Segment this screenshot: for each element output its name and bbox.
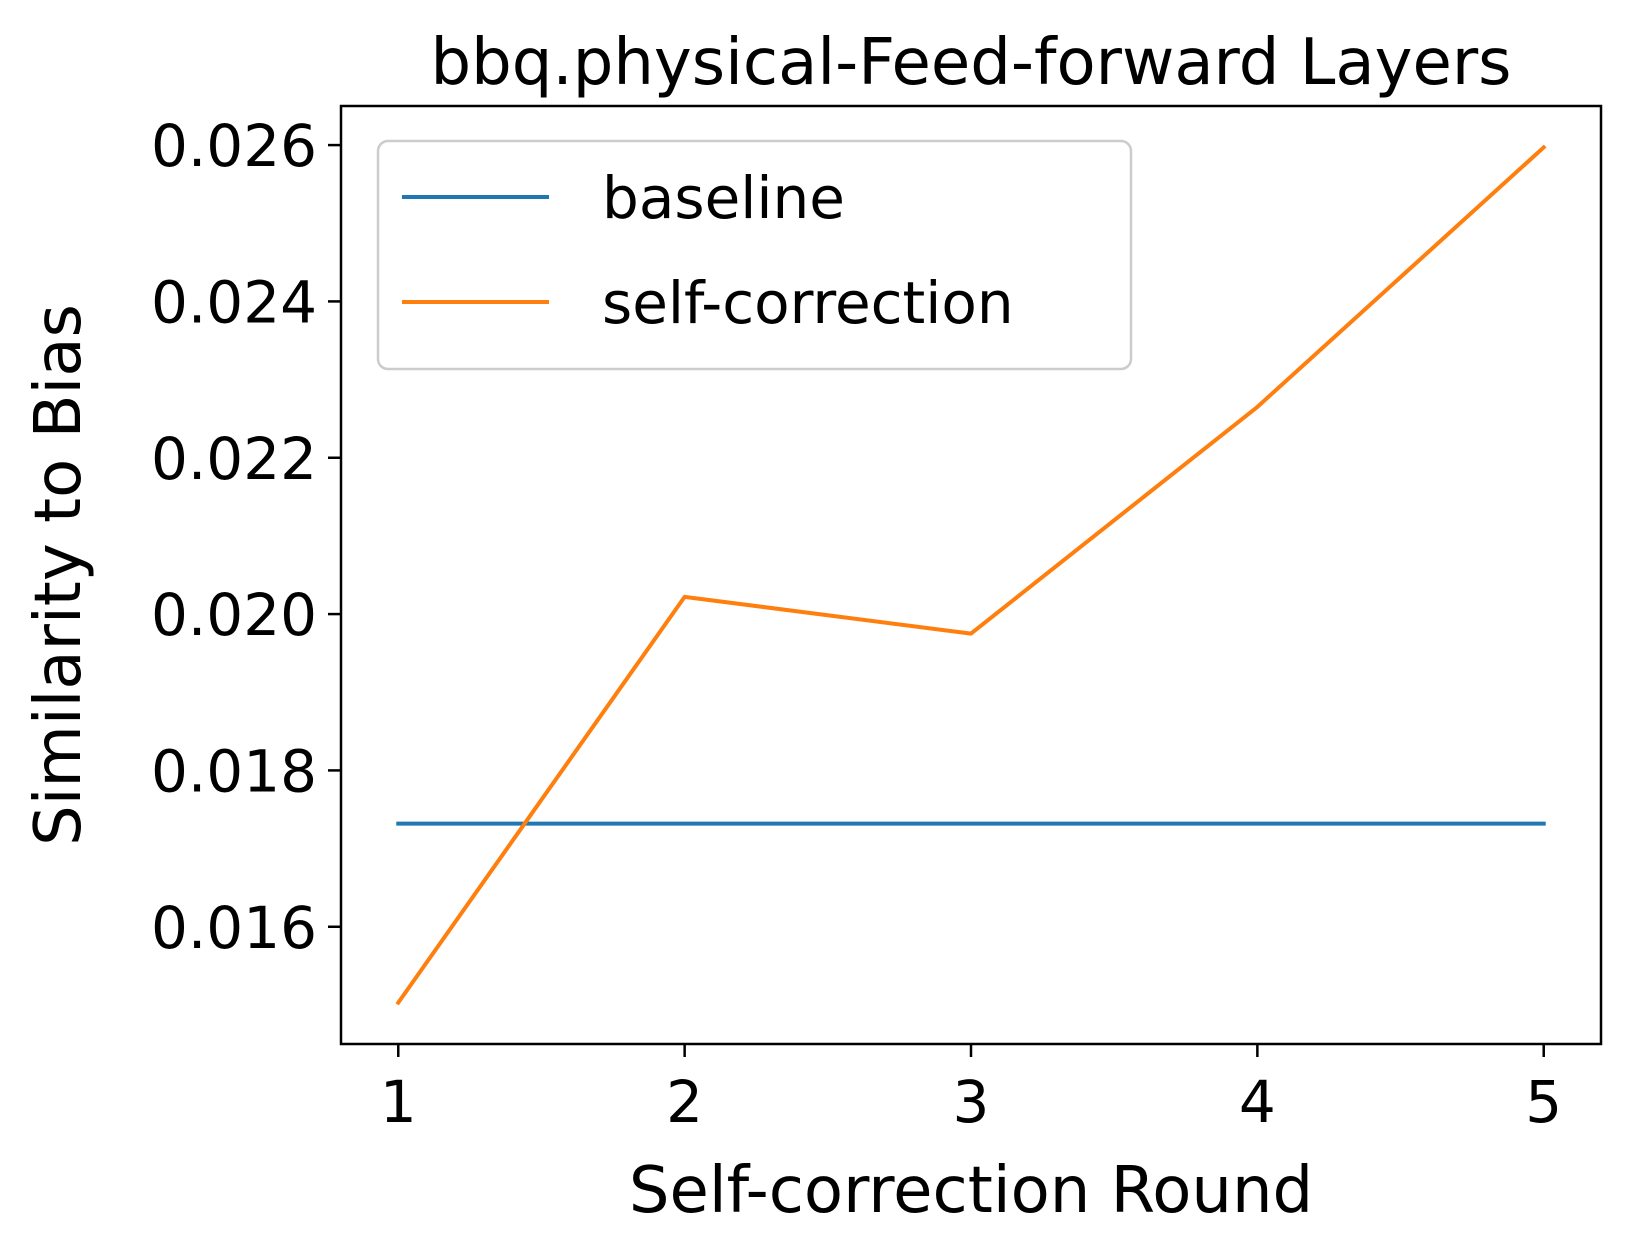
y-tick-label: 0.026 <box>151 112 317 180</box>
y-tick-label: 0.024 <box>151 268 317 336</box>
y-tick-label: 0.022 <box>151 425 317 493</box>
x-axis-label: Self-correction Round <box>629 1154 1313 1228</box>
x-axis: 1 2 3 4 5 <box>380 1044 1562 1136</box>
x-tick-label: 1 <box>380 1068 417 1136</box>
x-tick-label: 4 <box>1239 1068 1276 1136</box>
x-tick-label: 3 <box>953 1068 990 1136</box>
y-tick-label: 0.016 <box>151 894 317 962</box>
legend: baseline self-correction <box>376 139 1133 371</box>
x-tick-label: 2 <box>666 1068 703 1136</box>
y-axis-label: Similarity to Bias <box>22 304 96 846</box>
y-tick-label: 0.018 <box>151 737 317 805</box>
chart-title: bbq.physical-Feed-forward Layers <box>431 26 1512 100</box>
y-axis: 0.016 0.018 0.020 0.022 0.024 0.026 <box>151 112 341 962</box>
x-tick-label: 5 <box>1525 1068 1562 1136</box>
series-layer <box>395 144 1547 1006</box>
legend-frame <box>376 139 1133 371</box>
y-tick-label: 0.020 <box>151 581 317 649</box>
legend-label-self-correction: self-correction <box>602 269 1014 337</box>
legend-label-baseline: baseline <box>602 164 845 232</box>
